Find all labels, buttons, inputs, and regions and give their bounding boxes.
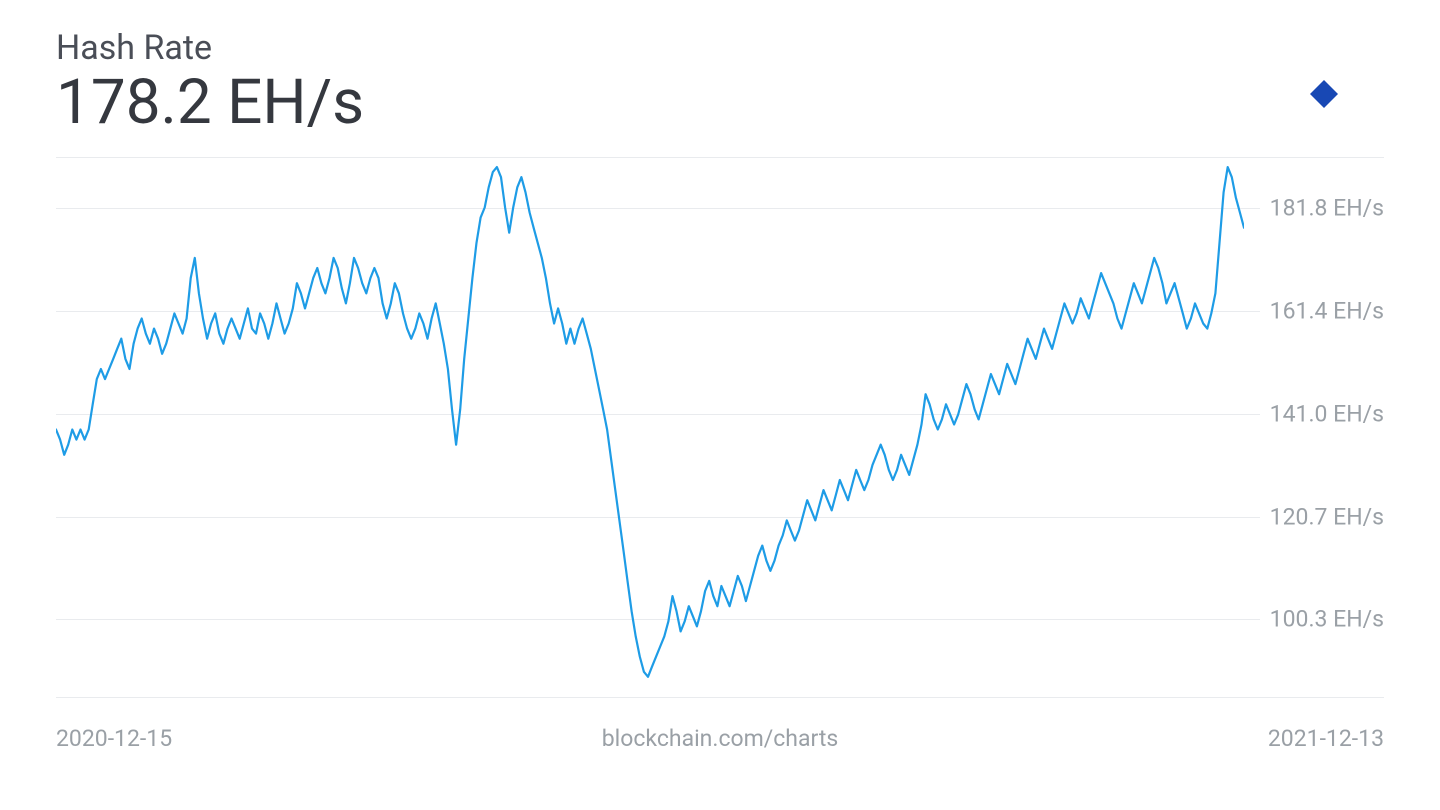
blockchain-logo-icon [1264,34,1384,154]
hashrate-line [56,167,1244,677]
x-axis-end-date: 2021-12-13 [1268,725,1384,752]
y-axis-label: 161.4 EH/s [1260,298,1384,325]
chart-header: Hash Rate 178.2 EH/s [56,30,1384,139]
chart-gridline [56,697,1384,698]
x-axis-start-date: 2020-12-15 [56,725,172,752]
y-axis-label: 141.0 EH/s [1260,401,1384,428]
y-axis-label: 120.7 EH/s [1260,503,1384,530]
y-axis-label: 100.3 EH/s [1260,606,1384,633]
chart-footer: 2020-12-15 blockchain.com/charts 2021-12… [56,725,1384,755]
chart-source-label: blockchain.com/charts [602,725,838,752]
y-axis-label: 181.8 EH/s [1260,195,1384,222]
hashrate-chart: 181.8 EH/s 161.4 EH/s 141.0 EH/s 120.7 EH/s… [56,157,1384,697]
chart-current-value: 178.2 EH/s [56,67,1384,138]
chart-title: Hash Rate [56,30,1384,67]
